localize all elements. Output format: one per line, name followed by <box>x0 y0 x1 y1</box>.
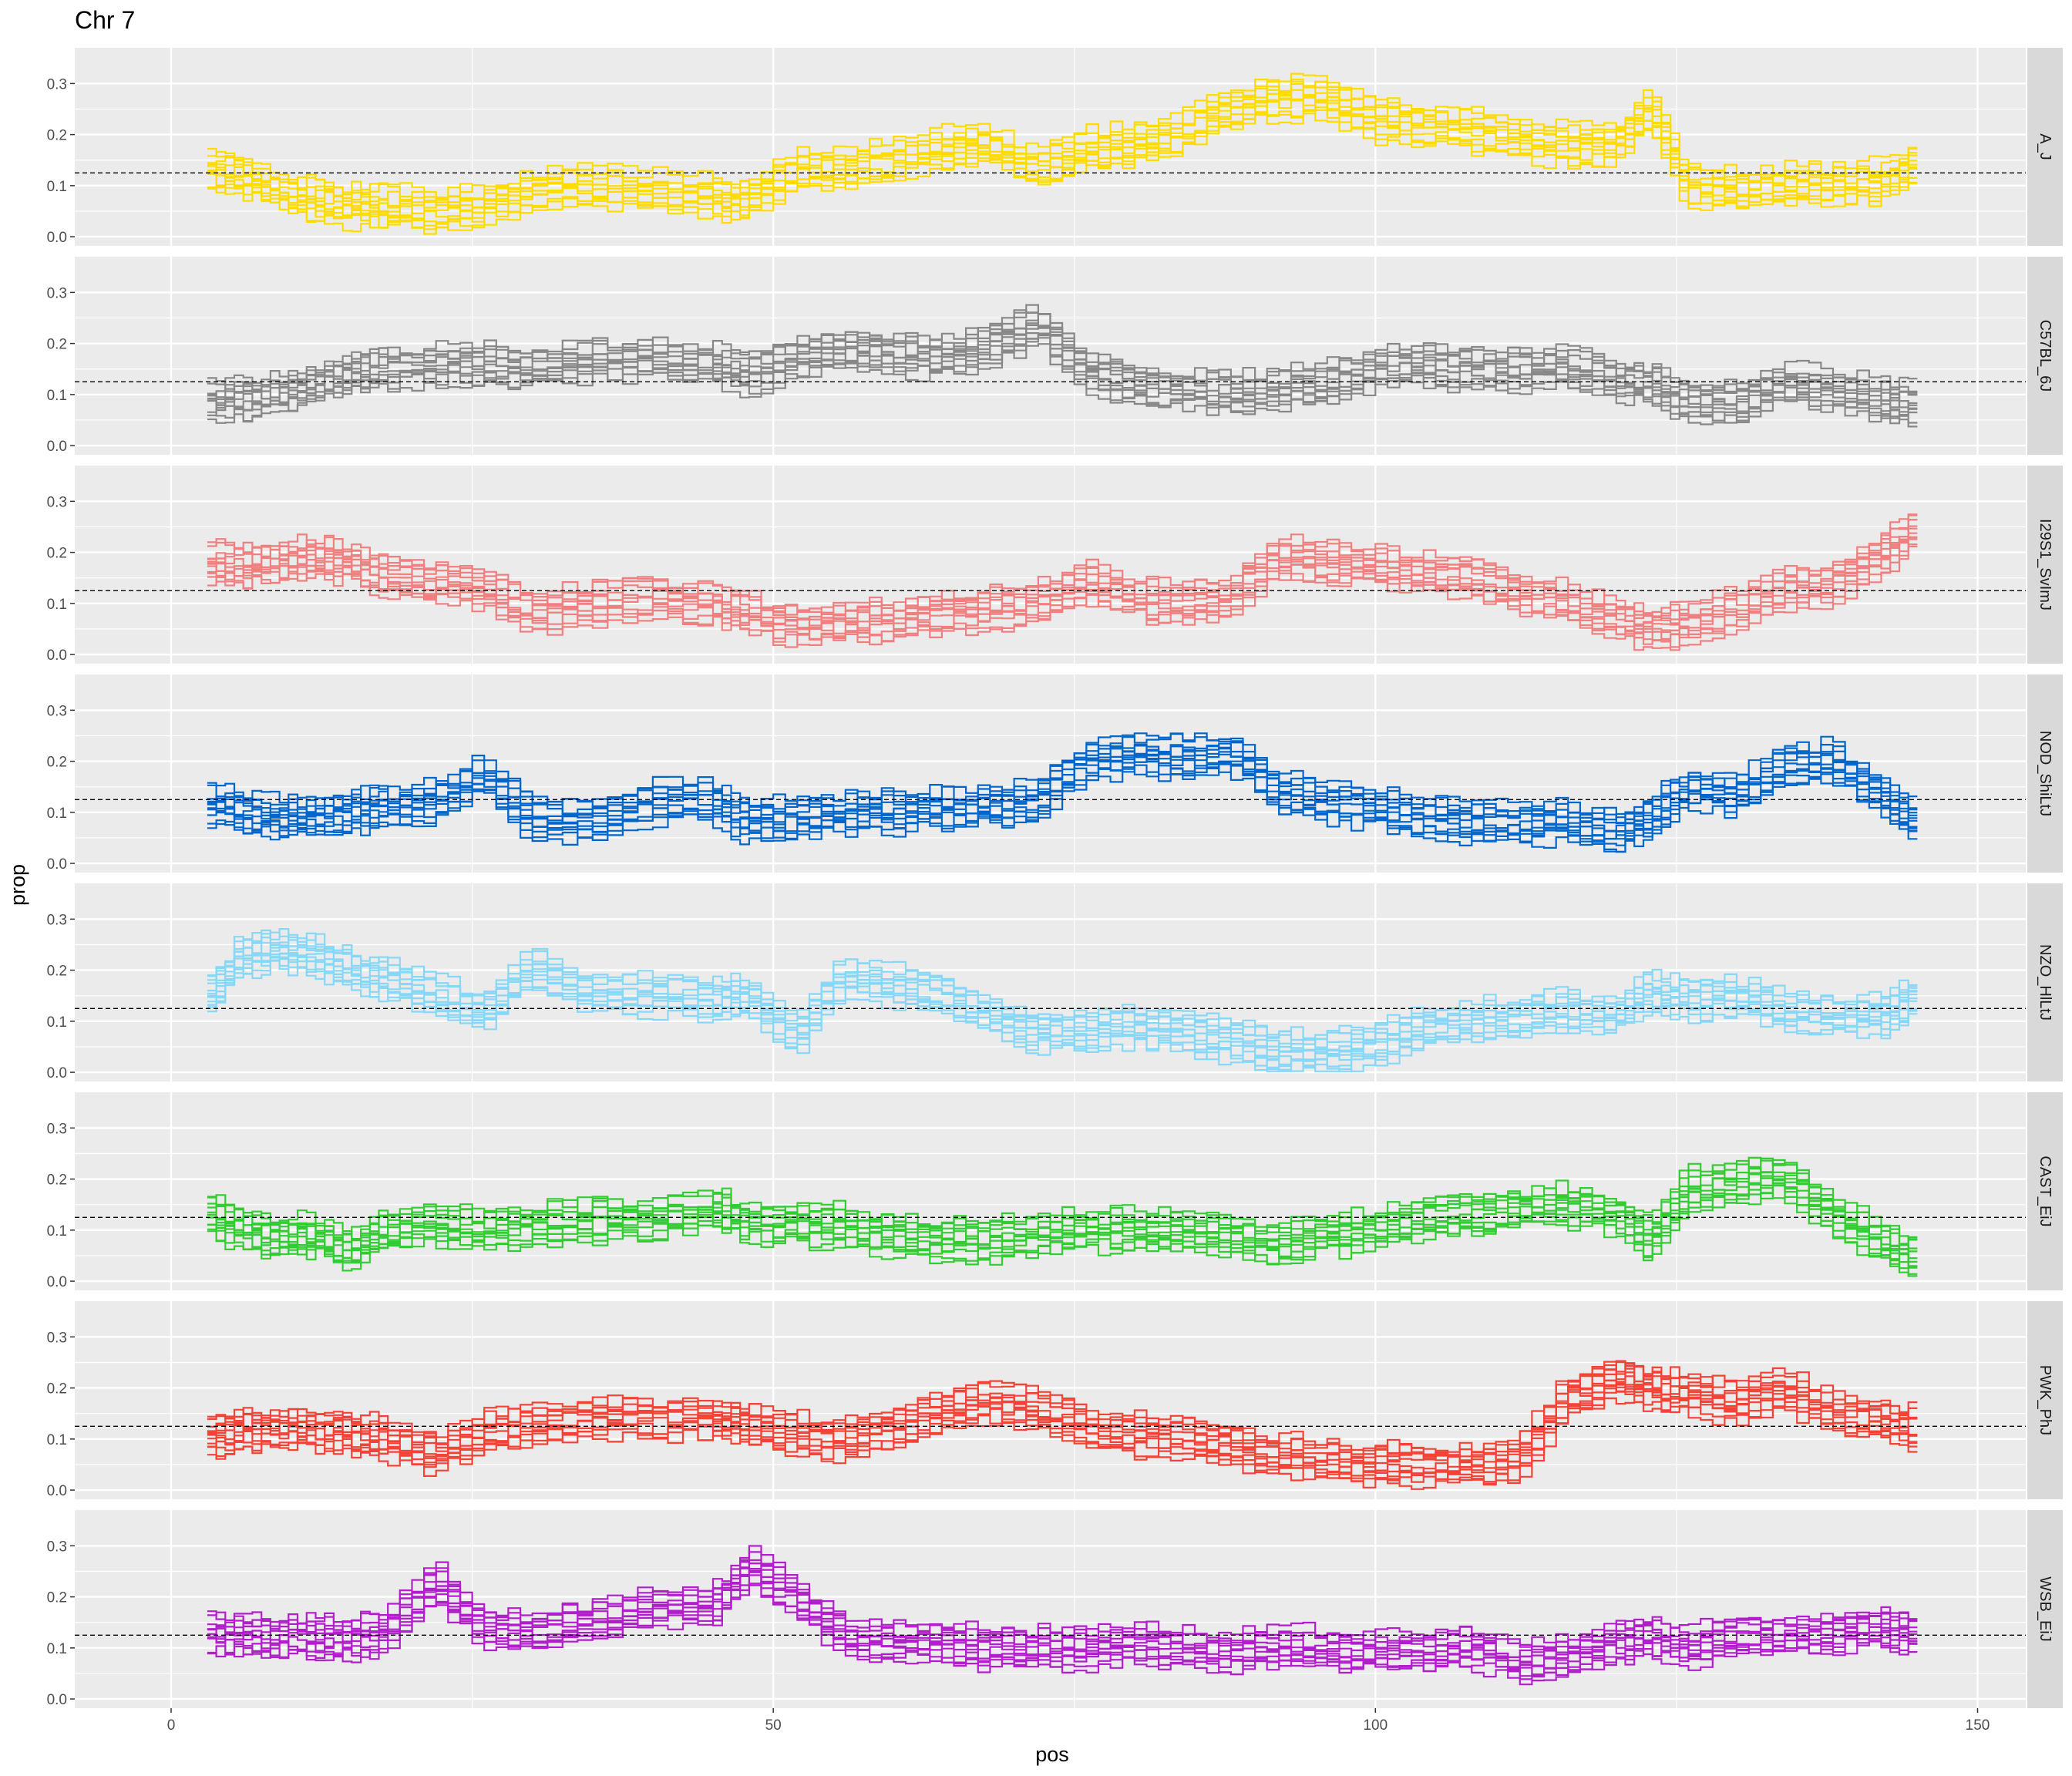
facet-strip-label: PWK_PhJ <box>2037 1365 2054 1435</box>
panel: 0.0 0.1 0.2 0.3 A_J <box>47 48 2063 246</box>
chart-title: Chr 7 <box>75 6 135 34</box>
y-tick-label: 0.1 <box>47 1014 67 1031</box>
y-axis-title: prop <box>6 864 29 906</box>
y-tick-label: 0.0 <box>47 439 67 455</box>
y-tick-label: 0.3 <box>47 76 67 92</box>
y-tick-label: 0.3 <box>47 285 67 301</box>
series-line <box>207 1545 1918 1648</box>
facet-strip <box>2027 1510 2063 1708</box>
facet-strip <box>2027 1092 2063 1290</box>
facet-strip-label: NOD_ShiLtJ <box>2037 731 2054 816</box>
facet-strip-label: I29S1_SvImJ <box>2037 519 2054 610</box>
series-group <box>207 304 1918 428</box>
panel: 0.0 0.1 0.2 0.3 NOD_ShiLtJ <box>47 674 2063 873</box>
facet-strip-label: CAST_EiJ <box>2037 1155 2054 1226</box>
x-tick-label: 100 <box>1363 1717 1388 1734</box>
panels: 0.00.10.20.3A_J0.00.10.20.3C57BL_6J0.00.… <box>47 48 2063 1708</box>
facet-strip <box>2027 674 2063 873</box>
series-line <box>207 761 1918 853</box>
y-tick-label: 0.1 <box>47 179 67 195</box>
y-tick-label: 0.1 <box>47 597 67 613</box>
series-group <box>207 72 1918 235</box>
facet-strip <box>2027 466 2063 664</box>
y-tick-label: 0.3 <box>47 494 67 510</box>
y-tick-label: 0.0 <box>47 856 67 873</box>
y-tick-label: 0.1 <box>47 1641 67 1657</box>
series-group <box>207 1156 1918 1277</box>
y-tick-label: 0.3 <box>47 1121 67 1137</box>
series-group <box>207 928 1918 1072</box>
panel-background <box>75 1510 2026 1708</box>
series-line <box>207 72 1918 199</box>
facet-strip-label: NZO_HlLtJ <box>2037 944 2054 1021</box>
y-tick-label: 0.2 <box>47 1381 67 1398</box>
y-tick-label: 0.0 <box>47 230 67 246</box>
panel: 0.0 0.1 0.2 0.3 C57BL_6J <box>47 257 2063 455</box>
y-tick-label: 0.2 <box>47 337 67 353</box>
panel: 0.0 0.1 0.2 0.3 CAST_EiJ <box>47 1092 2063 1290</box>
series-line <box>207 513 1918 614</box>
series-line <box>207 954 1918 1068</box>
y-tick-label: 0.0 <box>47 1274 67 1290</box>
x-axis: 0 50 100 150 <box>167 1708 1990 1734</box>
panel: 0.0 0.1 0.2 0.3 PWK_PhJ <box>47 1301 2063 1499</box>
series-line <box>207 1156 1918 1240</box>
y-tick-label: 0.2 <box>47 964 67 980</box>
y-tick-label: 0.2 <box>47 128 67 144</box>
y-tick-label: 0.1 <box>47 388 67 404</box>
y-tick-label: 0.2 <box>47 1590 67 1606</box>
panel-background <box>75 1092 2026 1290</box>
series-group <box>207 513 1918 651</box>
y-tick-label: 0.3 <box>47 912 67 928</box>
series-line <box>207 1360 1918 1458</box>
series-group <box>207 1545 1918 1686</box>
y-tick-label: 0.0 <box>47 1483 67 1499</box>
facet-strip-label: A_J <box>2037 133 2054 160</box>
x-tick-label: 0 <box>167 1717 176 1734</box>
facet-strip <box>2027 48 2063 246</box>
y-tick-label: 0.2 <box>47 755 67 771</box>
y-tick-label: 0.0 <box>47 648 67 664</box>
y-tick-label: 0.0 <box>47 1065 67 1081</box>
facet-strip <box>2027 1301 2063 1499</box>
series-group <box>207 732 1918 853</box>
y-tick-label: 0.2 <box>47 546 67 562</box>
series-line <box>207 732 1918 819</box>
series-line <box>207 309 1918 392</box>
series-line <box>207 1159 1918 1250</box>
panel: 0.0 0.1 0.2 0.3 WSB_EiJ <box>47 1510 2063 1708</box>
y-tick-label: 0.1 <box>47 806 67 822</box>
y-tick-label: 0.3 <box>47 1539 67 1555</box>
series-group <box>207 1360 1918 1490</box>
series-line <box>207 1361 1918 1455</box>
y-tick-label: 0.1 <box>47 1223 67 1240</box>
y-tick-label: 0.3 <box>47 1330 67 1346</box>
facet-strip-label: WSB_EiJ <box>2037 1576 2054 1641</box>
y-tick-label: 0.0 <box>47 1692 67 1708</box>
y-tick-label: 0.2 <box>47 1172 67 1189</box>
panel: 0.0 0.1 0.2 0.3 I29S1_SvImJ <box>47 466 2063 664</box>
series-line <box>207 1397 1918 1490</box>
series-line <box>207 931 1918 1039</box>
series-line <box>207 79 1918 202</box>
x-tick-label: 150 <box>1966 1717 1990 1734</box>
facet-strip <box>2027 257 2063 455</box>
x-axis-title: pos <box>1035 1743 1069 1766</box>
facet-strip-label: C57BL_6J <box>2037 320 2054 392</box>
facet-strip <box>2027 883 2063 1081</box>
panel: 0.0 0.1 0.2 0.3 NZO_HlLtJ <box>47 883 2063 1081</box>
y-tick-label: 0.1 <box>47 1432 67 1448</box>
x-tick-label: 50 <box>765 1717 782 1734</box>
y-tick-label: 0.3 <box>47 703 67 719</box>
